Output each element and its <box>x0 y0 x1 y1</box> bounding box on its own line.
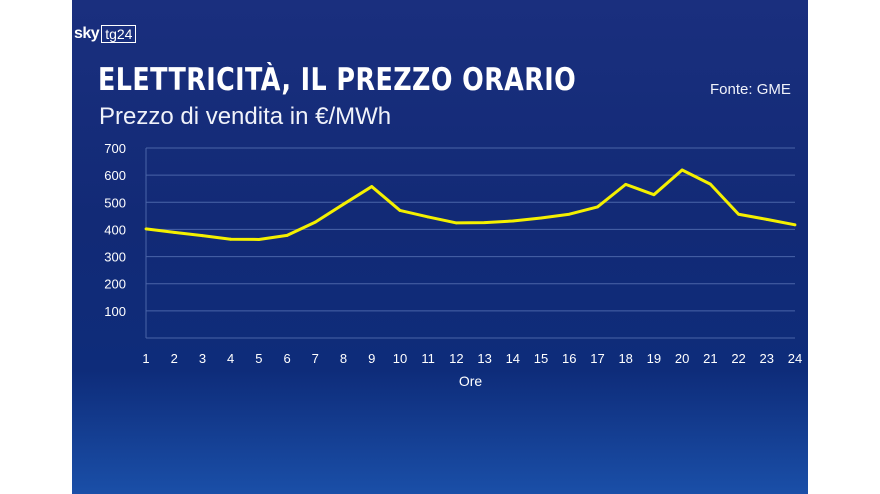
x-axis-ticks: 1 2 3 4 5 6 7 8 9 10 11 12 13 14 15 16 17 18 19 20 21 22 23 24 <box>142 351 802 366</box>
x-tick-label: 11 <box>421 351 435 366</box>
x-tick-label: 13 <box>477 351 491 366</box>
data-point-hour-3 <box>201 234 204 238</box>
data-point-hour-4 <box>229 237 233 241</box>
data-point-hour-24 <box>793 223 797 227</box>
data-point-hour-22 <box>737 212 740 216</box>
x-tick-label: 14 <box>506 351 520 366</box>
x-tick-label: 10 <box>393 351 407 366</box>
y-axis-ticks: 100 200 300 400 500 600 700 <box>104 141 126 319</box>
data-point-hour-5 <box>257 238 261 241</box>
x-tick-label: 12 <box>449 351 463 366</box>
x-tick-label: 15 <box>534 351 548 366</box>
data-point-hour-7 <box>313 220 317 224</box>
y-tick-label: 300 <box>104 250 126 265</box>
data-point-hour-20 <box>680 168 684 172</box>
series-layer <box>144 168 797 241</box>
y-tick-label: 400 <box>104 222 126 237</box>
x-tick-label: 7 <box>312 351 319 366</box>
x-axis-label: Ore <box>459 373 483 389</box>
y-tick-label: 600 <box>104 168 126 183</box>
data-point-hour-19 <box>652 193 656 197</box>
x-tick-label: 21 <box>703 351 717 366</box>
data-point-hour-1 <box>144 227 148 231</box>
x-tick-label: 6 <box>283 351 290 366</box>
x-tick-label: 19 <box>647 351 661 366</box>
x-tick-label: 20 <box>675 351 689 366</box>
x-tick-label: 17 <box>590 351 604 366</box>
chart-panel <box>72 0 808 494</box>
data-point-hour-11 <box>426 215 430 219</box>
x-tick-label: 23 <box>760 351 774 366</box>
chart-title: ELETTRICITÀ, IL PREZZO ORARIO <box>98 62 577 98</box>
chart-subtitle: Prezzo di vendita in €/MWh <box>99 103 392 130</box>
data-point-hour-23 <box>765 217 769 221</box>
data-point-hour-12 <box>454 221 458 225</box>
data-point-hour-10 <box>398 209 402 212</box>
x-tick-label: 8 <box>340 351 347 366</box>
x-tick-label: 1 <box>142 351 149 366</box>
grid-lines <box>145 147 795 339</box>
x-tick-label: 2 <box>171 351 178 366</box>
x-tick-label: 4 <box>227 351 234 366</box>
logo-tg-text: tg24 <box>101 25 137 43</box>
x-tick-label: 16 <box>562 351 576 366</box>
data-point-hour-6 <box>285 234 289 237</box>
logo-sky-text: sky <box>74 25 100 42</box>
skytg24-logo: sky tg24 <box>74 24 137 44</box>
series-line-0 <box>145 168 796 241</box>
y-tick-label: 100 <box>104 304 126 319</box>
data-point-hour-8 <box>342 202 345 206</box>
y-tick-label: 500 <box>104 195 126 210</box>
data-point-hour-17 <box>596 205 599 209</box>
x-tick-label: 9 <box>368 351 375 366</box>
data-point-hour-15 <box>539 216 543 220</box>
data-point-hour-21 <box>708 182 712 186</box>
x-tick-label: 24 <box>788 351 802 366</box>
x-tick-label: 18 <box>618 351 632 366</box>
x-tick-label: 3 <box>199 351 206 366</box>
data-point-hour-13 <box>483 221 487 225</box>
data-point-hour-18 <box>624 182 628 186</box>
x-tick-label: 5 <box>255 351 262 366</box>
x-tick-label: 22 <box>731 351 745 366</box>
data-point-hour-9 <box>370 185 374 188</box>
data-point-hour-16 <box>567 212 571 216</box>
y-tick-label: 200 <box>104 277 126 292</box>
right-margin <box>808 0 880 494</box>
data-point-hour-14 <box>511 219 515 223</box>
data-point-hour-2 <box>172 231 176 234</box>
source-label: Fonte: GME <box>710 81 791 98</box>
y-tick-label: 700 <box>104 141 126 156</box>
